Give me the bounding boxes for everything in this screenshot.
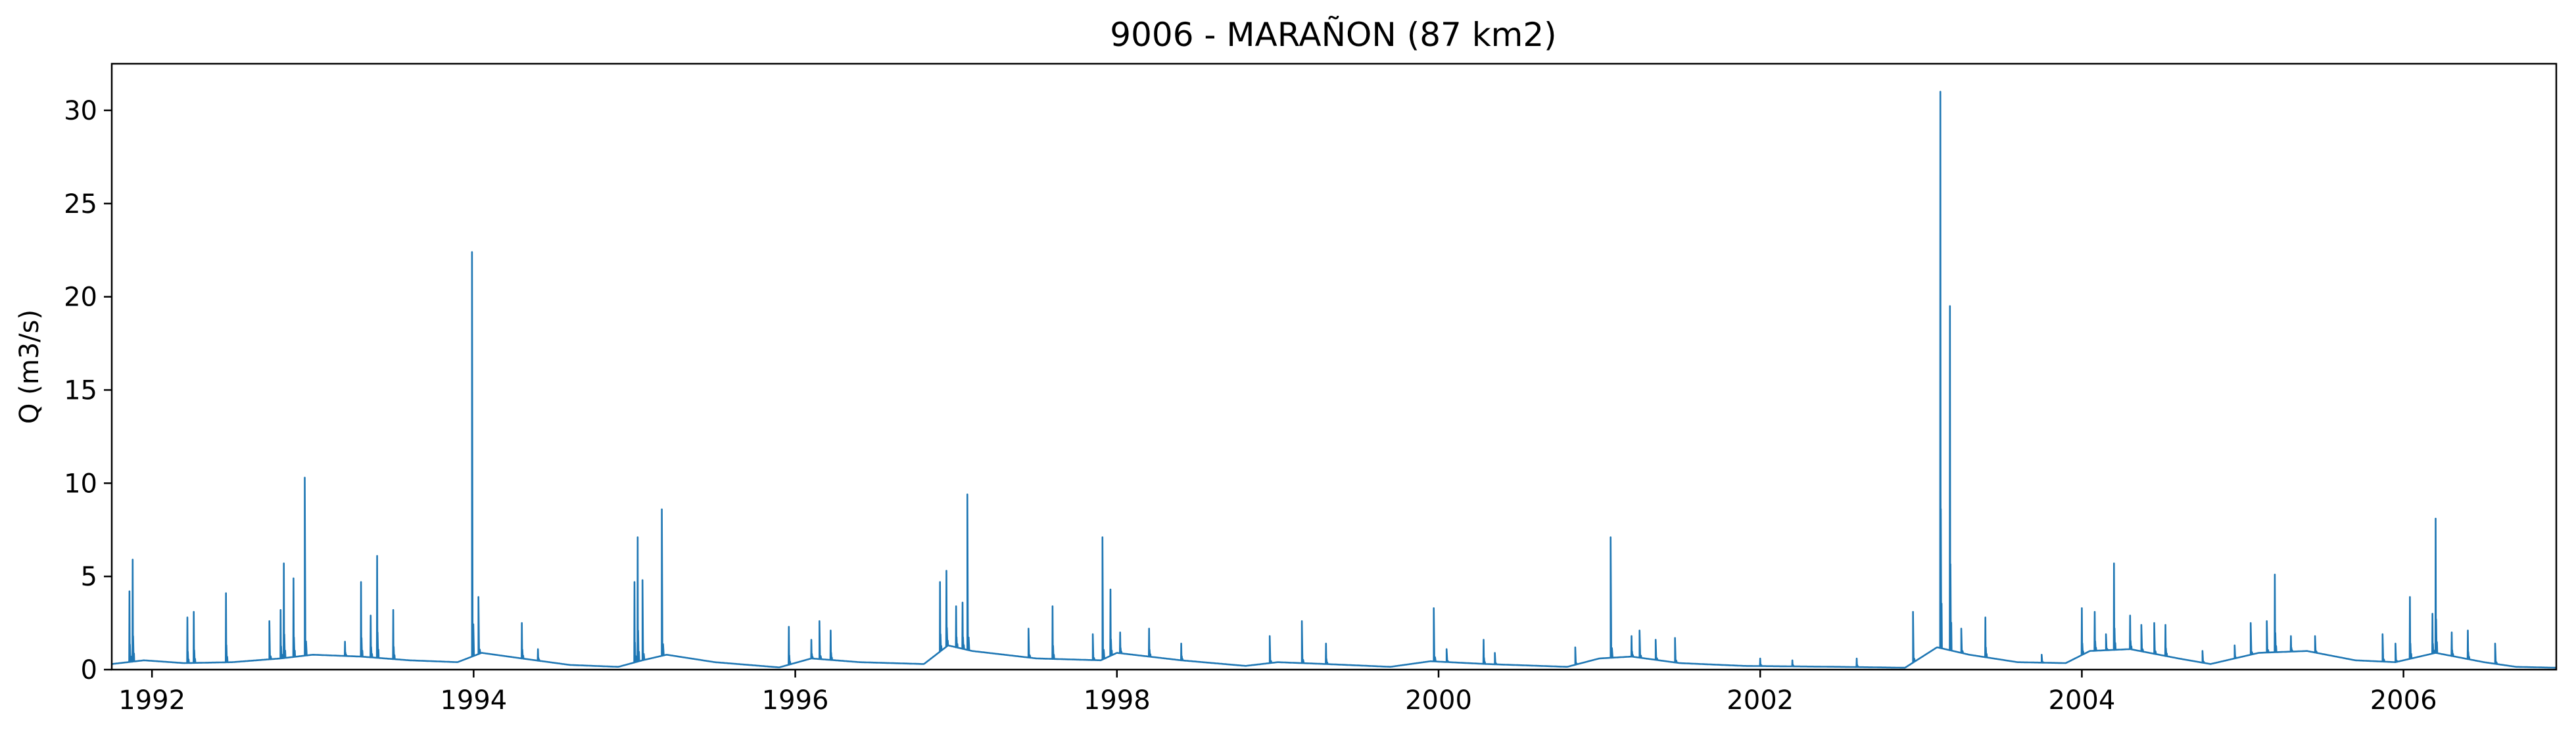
x-tick-label: 2000	[1405, 685, 1472, 716]
y-tick-label: 0	[81, 655, 97, 685]
chart-title: 9006 - MARAÑON (87 km2)	[1110, 16, 1556, 54]
y-tick-label: 15	[64, 375, 97, 405]
series-layer	[111, 91, 2557, 669]
y-tick-label: 5	[81, 562, 97, 592]
plot-frame	[110, 62, 2558, 671]
x-tick-label: 2006	[2370, 685, 2437, 716]
x-tick-label: 1998	[1084, 685, 1151, 716]
y-tick-label: 10	[64, 469, 97, 499]
x-tick-label: 1994	[440, 685, 507, 716]
flow-series-line	[111, 91, 2557, 669]
plot-area	[110, 62, 2558, 671]
y-tick-label: 20	[64, 283, 97, 313]
y-tick-label: 30	[64, 96, 97, 126]
x-tick-label: 2002	[1727, 685, 1794, 716]
x-axis: 1992 1994 1996 1998 2000 2002 2004 2006	[118, 670, 2437, 716]
x-tick-label: 1992	[118, 685, 185, 716]
y-tick-label: 25	[64, 189, 97, 219]
x-tick-label: 1996	[762, 685, 829, 716]
y-axis-label: Q (m3/s)	[14, 310, 45, 424]
x-tick-label: 2004	[2049, 685, 2116, 716]
y-axis: 0 5 10 15 20 25 30	[64, 96, 112, 685]
